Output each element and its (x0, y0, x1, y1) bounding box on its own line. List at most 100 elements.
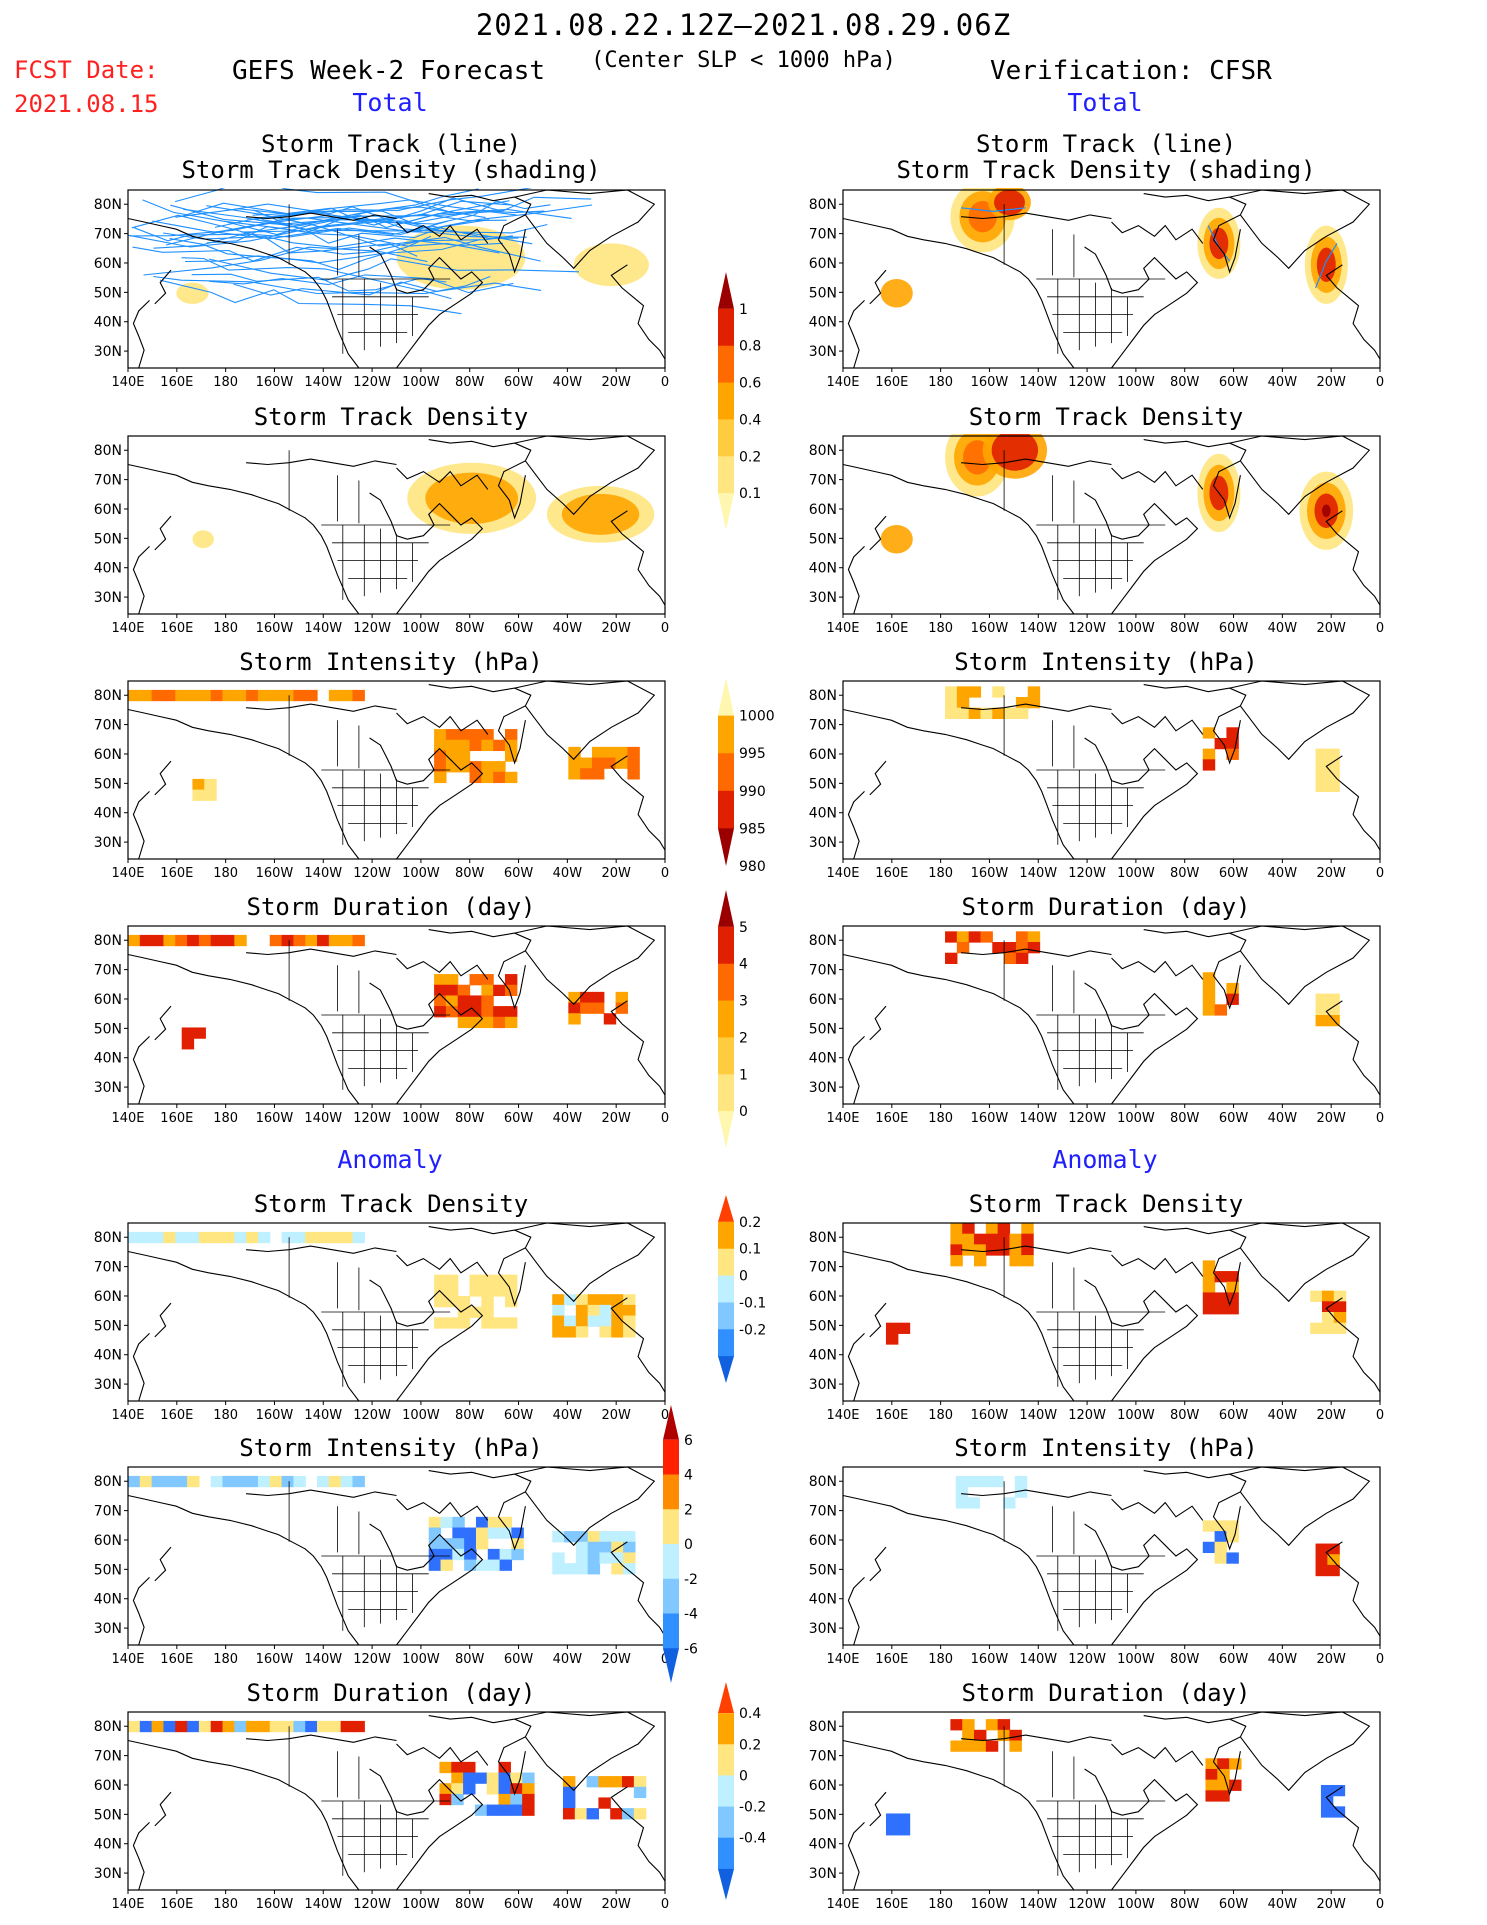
map-duration-forecast: 80N 70N 60N 50N 40N 30N 140E 160E 180 160W 140W 120… (94, 925, 669, 1124)
grid-cell (504, 771, 518, 784)
grid-cell (246, 689, 259, 702)
grid-cell (175, 1475, 188, 1488)
grid-cell (486, 1772, 500, 1784)
grid-cell (623, 1304, 636, 1317)
grid-cell (945, 686, 958, 698)
lat-tick-label: 40N (94, 1837, 122, 1853)
colorbar-label: 2 (739, 1030, 748, 1046)
grid-cell (281, 1231, 294, 1244)
grid-cell (575, 1294, 589, 1306)
grid-cell (128, 934, 141, 947)
grid-cell (1202, 1520, 1216, 1532)
grid-cell (611, 1315, 624, 1327)
map-density-verification: 80N 70N 60N 50N 40N 30N 140E 160E 180 160W 140W 120… (809, 434, 1384, 634)
lat-tick-label: 80N (809, 1719, 837, 1735)
colorbar-swatch (663, 1648, 679, 1683)
map-data-layer (128, 1231, 636, 1338)
colorbar-swatch (718, 1868, 734, 1900)
lon-tick-label: 80W (1170, 375, 1200, 388)
lon-tick-label: 140W (304, 375, 342, 388)
grid-cell (210, 934, 224, 947)
grid-cell (493, 1274, 506, 1286)
colorbar-label: 990 (739, 784, 766, 800)
grid-cell (269, 689, 283, 702)
lon-tick-label: 80W (455, 1652, 485, 1665)
grid-cell (499, 1548, 513, 1561)
grid-cell (591, 1002, 605, 1014)
grid-cell (962, 1740, 975, 1752)
lon-tick-label: 100W (1117, 621, 1155, 634)
grid-cell (1315, 759, 1328, 771)
colorbar-label: 0.1 (739, 486, 761, 502)
grid-cell (428, 1548, 442, 1561)
map-data-layer (128, 1475, 636, 1575)
grid-cell (493, 1016, 506, 1029)
grid-cell (481, 1006, 494, 1018)
grid-cell (897, 1813, 911, 1825)
grid-cell (955, 1486, 969, 1498)
grid-cell (1226, 1520, 1239, 1532)
colorbar-label: 5 (739, 920, 748, 936)
colorbar-swatch (718, 1713, 734, 1745)
grid-cell (522, 1804, 535, 1816)
colorbar-swatch (718, 1329, 734, 1357)
lat-tick-label: 30N (809, 1080, 837, 1096)
lon-tick-label: 100W (1117, 1652, 1155, 1665)
grid-cell (991, 1475, 1004, 1488)
panel-title-track-line-right: Storm Track (line) (975, 130, 1237, 158)
grid-cell (457, 750, 471, 762)
lon-tick-label: 20W (601, 1897, 631, 1910)
grid-cell (611, 1531, 624, 1543)
lon-tick-label: 60W (1219, 866, 1249, 879)
grid-cell (1217, 1779, 1230, 1791)
density-blob (1322, 504, 1331, 518)
grid-cell (234, 1475, 247, 1488)
grid-cell (956, 697, 970, 709)
grid-cell (1202, 982, 1216, 995)
lon-tick-label: 140E (111, 1408, 144, 1421)
density-blob (880, 525, 913, 554)
grid-cell (1015, 942, 1029, 954)
lon-tick-label: 140E (826, 1652, 859, 1665)
grid-cell (568, 768, 581, 780)
lon-tick-label: 120W (353, 621, 391, 634)
lat-tick-label: 70N (809, 1260, 837, 1276)
grid-cell (504, 1006, 518, 1018)
grid-cell (340, 934, 354, 947)
grid-cell (1226, 1271, 1239, 1283)
lon-tick-label: 0 (661, 621, 669, 634)
map-storm-track-forecast: 80N 70N 60N 50N 40N 30N 140E 160E 180 160W 140W 120… (94, 188, 669, 388)
storm-track-line (131, 214, 418, 257)
grid-cell (445, 761, 459, 773)
grid-cell (175, 934, 188, 947)
grid-cell (979, 1475, 992, 1488)
grid-cell (1004, 942, 1017, 954)
grid-cell (574, 1808, 588, 1820)
grid-cell (281, 1475, 294, 1488)
grid-cell (1009, 1244, 1022, 1256)
map-data-layer (885, 1223, 1347, 1345)
grid-cell (281, 1720, 294, 1733)
lon-tick-label: 0 (661, 375, 669, 388)
grid-cell (1004, 952, 1017, 964)
lon-tick-label: 60W (504, 1897, 534, 1910)
grid-cell (175, 1231, 188, 1244)
lon-tick-label: 180 (928, 866, 953, 879)
lon-tick-label: 100W (402, 1897, 440, 1910)
grid-cell (504, 1285, 518, 1297)
lon-tick-label: 100W (402, 621, 440, 634)
density-blob (425, 472, 519, 524)
grid-cell (317, 934, 330, 947)
lat-tick-label: 60N (94, 1289, 122, 1305)
lon-tick-label: 120W (1068, 1897, 1106, 1910)
colorbar-label: 0.2 (739, 1215, 761, 1231)
lon-tick-label: 160E (875, 1897, 908, 1910)
lat-tick-label: 50N (809, 1021, 837, 1037)
grid-cell (1226, 1303, 1239, 1315)
lon-tick-label: 140W (1019, 375, 1057, 388)
grid-cell (151, 689, 165, 702)
grid-cell (562, 1797, 576, 1809)
grid-cell (493, 739, 506, 752)
grid-cell (1327, 759, 1340, 771)
lon-tick-label: 120W (1068, 1652, 1106, 1665)
